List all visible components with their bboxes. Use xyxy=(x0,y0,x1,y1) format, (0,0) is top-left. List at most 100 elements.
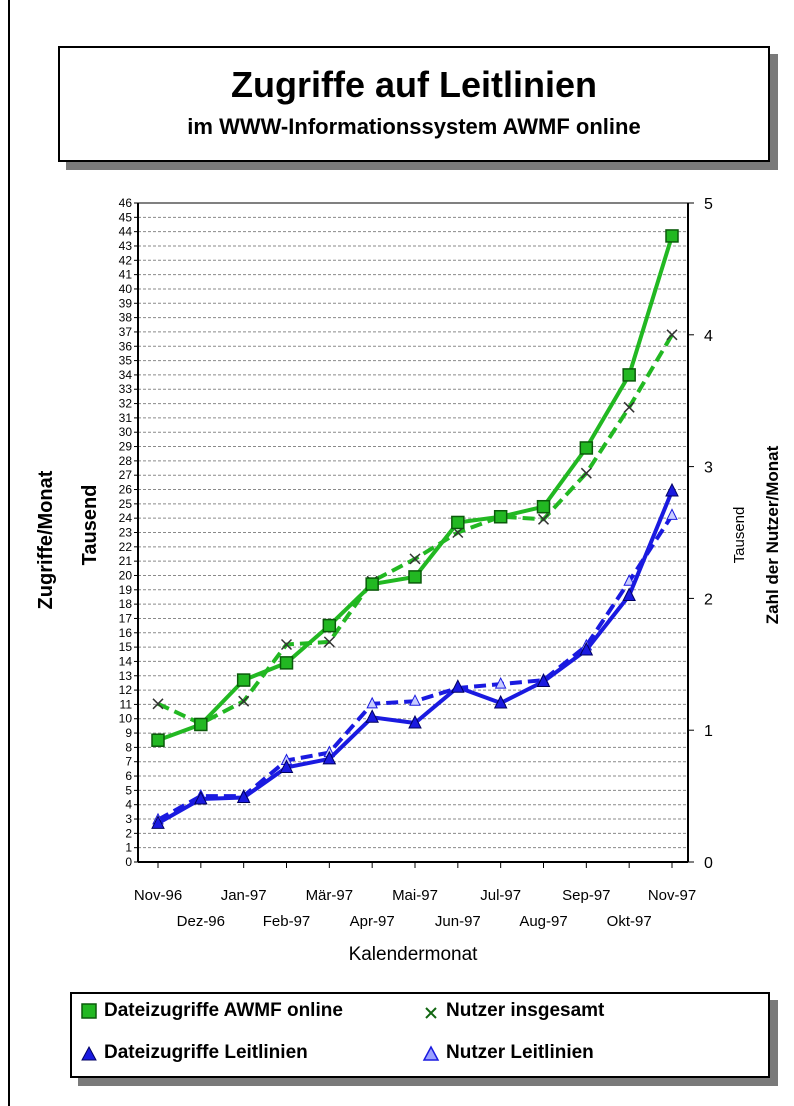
right-tick-label: 0 xyxy=(704,855,713,872)
legend-label: Dateizugriffe Leitlinien xyxy=(104,1042,308,1063)
left-tick-label: 36 xyxy=(119,339,133,353)
legend-item-dateizugriffe-leitlinien: Dateizugriffe Leitlinien xyxy=(80,1042,308,1064)
data-point-square xyxy=(365,577,379,591)
left-tick-label: 28 xyxy=(119,454,133,468)
data-point-triangle-open xyxy=(494,676,507,689)
left-tick-label: 5 xyxy=(125,783,132,797)
left-tick-label: 24 xyxy=(119,511,133,525)
data-point-square xyxy=(408,570,422,584)
data-point-x xyxy=(580,467,592,479)
data-point-triangle xyxy=(194,790,208,805)
left-tick-label: 40 xyxy=(119,282,133,296)
left-tick-label: 7 xyxy=(125,755,132,769)
left-tick-label: 17 xyxy=(119,611,133,625)
left-tick-label: 27 xyxy=(119,468,133,482)
data-point-triangle xyxy=(365,709,379,723)
right-tick-label: 3 xyxy=(704,460,713,477)
data-point-square xyxy=(279,656,294,670)
x-tick-label: Feb-97 xyxy=(263,913,311,930)
left-tick-label: 26 xyxy=(119,483,133,497)
right-tick-label: 5 xyxy=(704,196,713,213)
legend-square-marker-icon xyxy=(81,1003,97,1019)
right-axis-label: Zahl der Nutzer/Monat xyxy=(763,445,782,624)
page-frame-left xyxy=(8,0,10,1106)
left-tick-label: 18 xyxy=(119,597,133,611)
left-tick-label: 9 xyxy=(125,726,132,740)
data-point-triangle xyxy=(493,694,508,709)
x-tick-label: Apr-97 xyxy=(350,913,395,930)
x-tick-label: Jul-97 xyxy=(480,887,521,904)
data-point-triangle xyxy=(536,673,551,687)
data-point-triangle xyxy=(579,641,594,656)
left-tick-label: 35 xyxy=(119,354,133,368)
legend: Dateizugriffe AWMF online Nutzer insgesa… xyxy=(70,992,770,1078)
left-tick-label: 0 xyxy=(125,855,132,869)
right-tick-label: 4 xyxy=(704,328,713,345)
left-tick-label: 30 xyxy=(119,425,133,439)
x-tick-label: Mai-97 xyxy=(392,887,438,904)
data-point-x xyxy=(323,636,335,648)
left-tick-label: 11 xyxy=(120,697,133,711)
left-tick-label: 33 xyxy=(119,382,133,396)
data-point-triangle xyxy=(408,714,422,729)
right-tick-label: 2 xyxy=(704,591,713,608)
left-tick-label: 4 xyxy=(125,798,132,812)
data-point-x xyxy=(537,513,550,525)
data-point-triangle-open xyxy=(409,694,421,706)
left-axis-unit-label: Tausend xyxy=(79,485,101,566)
legend-label: Dateizugriffe AWMF online xyxy=(104,1000,343,1021)
data-point-triangle xyxy=(622,587,636,602)
data-point-square xyxy=(622,368,636,382)
left-tick-label: 44 xyxy=(119,225,133,239)
data-point-x xyxy=(238,695,250,707)
x-tick-label: Nov-96 xyxy=(134,887,182,904)
left-tick-label: 43 xyxy=(119,239,133,253)
left-tick-label: 14 xyxy=(119,654,133,668)
x-tick-label: Aug-97 xyxy=(519,913,567,930)
left-tick-label: 12 xyxy=(119,683,133,697)
data-point-square xyxy=(536,499,551,514)
legend-item-nutzer-leitlinien: Nutzer Leitlinien xyxy=(422,1042,594,1064)
data-point-triangle xyxy=(451,679,465,693)
left-tick-label: 34 xyxy=(119,368,133,382)
data-point-x xyxy=(280,638,293,651)
left-tick-label: 29 xyxy=(119,440,133,454)
left-tick-label: 1 xyxy=(125,841,132,855)
x-tick-label: Jun-97 xyxy=(435,913,481,930)
left-tick-label: 42 xyxy=(119,253,133,267)
data-point-triangle xyxy=(322,750,337,765)
left-tick-label: 46 xyxy=(119,196,133,210)
left-tick-label: 15 xyxy=(119,640,133,654)
left-tick-label: 6 xyxy=(125,769,132,783)
x-tick-label: Jan-97 xyxy=(221,887,267,904)
left-tick-label: 22 xyxy=(119,540,133,554)
left-axis-label: Zugriffe/Monat xyxy=(35,470,57,609)
legend-triangle-marker-icon xyxy=(81,1045,97,1061)
data-point-square xyxy=(493,509,508,524)
data-point-triangle-open xyxy=(366,696,378,709)
data-point-triangle xyxy=(279,759,294,773)
right-tick-label: 1 xyxy=(704,723,713,740)
legend-x-marker-icon xyxy=(425,1007,437,1019)
x-tick-label: Nov-97 xyxy=(648,887,696,904)
line-chart: 0123456789101112131415161718192021222324… xyxy=(35,196,782,965)
left-tick-label: 20 xyxy=(119,568,133,582)
left-tick-label: 19 xyxy=(119,583,133,597)
left-tick-label: 3 xyxy=(125,812,132,826)
data-point-x xyxy=(409,553,421,565)
x-tick-label: Mär-97 xyxy=(306,887,354,904)
legend-open-triangle-marker-icon xyxy=(422,1045,440,1061)
legend-item-nutzer-insgesamt: Nutzer insgesamt xyxy=(422,1000,604,1022)
data-point-square xyxy=(236,673,251,687)
data-point-square xyxy=(194,717,208,732)
data-point-x xyxy=(666,329,678,341)
chart-title: Zugriffe auf Leitlinien xyxy=(231,64,597,105)
left-tick-label: 25 xyxy=(119,497,133,511)
legend-label: Nutzer insgesamt xyxy=(446,1000,605,1021)
data-point-triangle xyxy=(151,815,165,829)
legend-item-dateizugriffe-awmf: Dateizugriffe AWMF online xyxy=(80,1000,343,1022)
data-point-triangle-open xyxy=(623,574,635,586)
data-point-square xyxy=(665,229,679,243)
data-point-square xyxy=(579,441,594,455)
left-tick-label: 21 xyxy=(119,554,133,568)
